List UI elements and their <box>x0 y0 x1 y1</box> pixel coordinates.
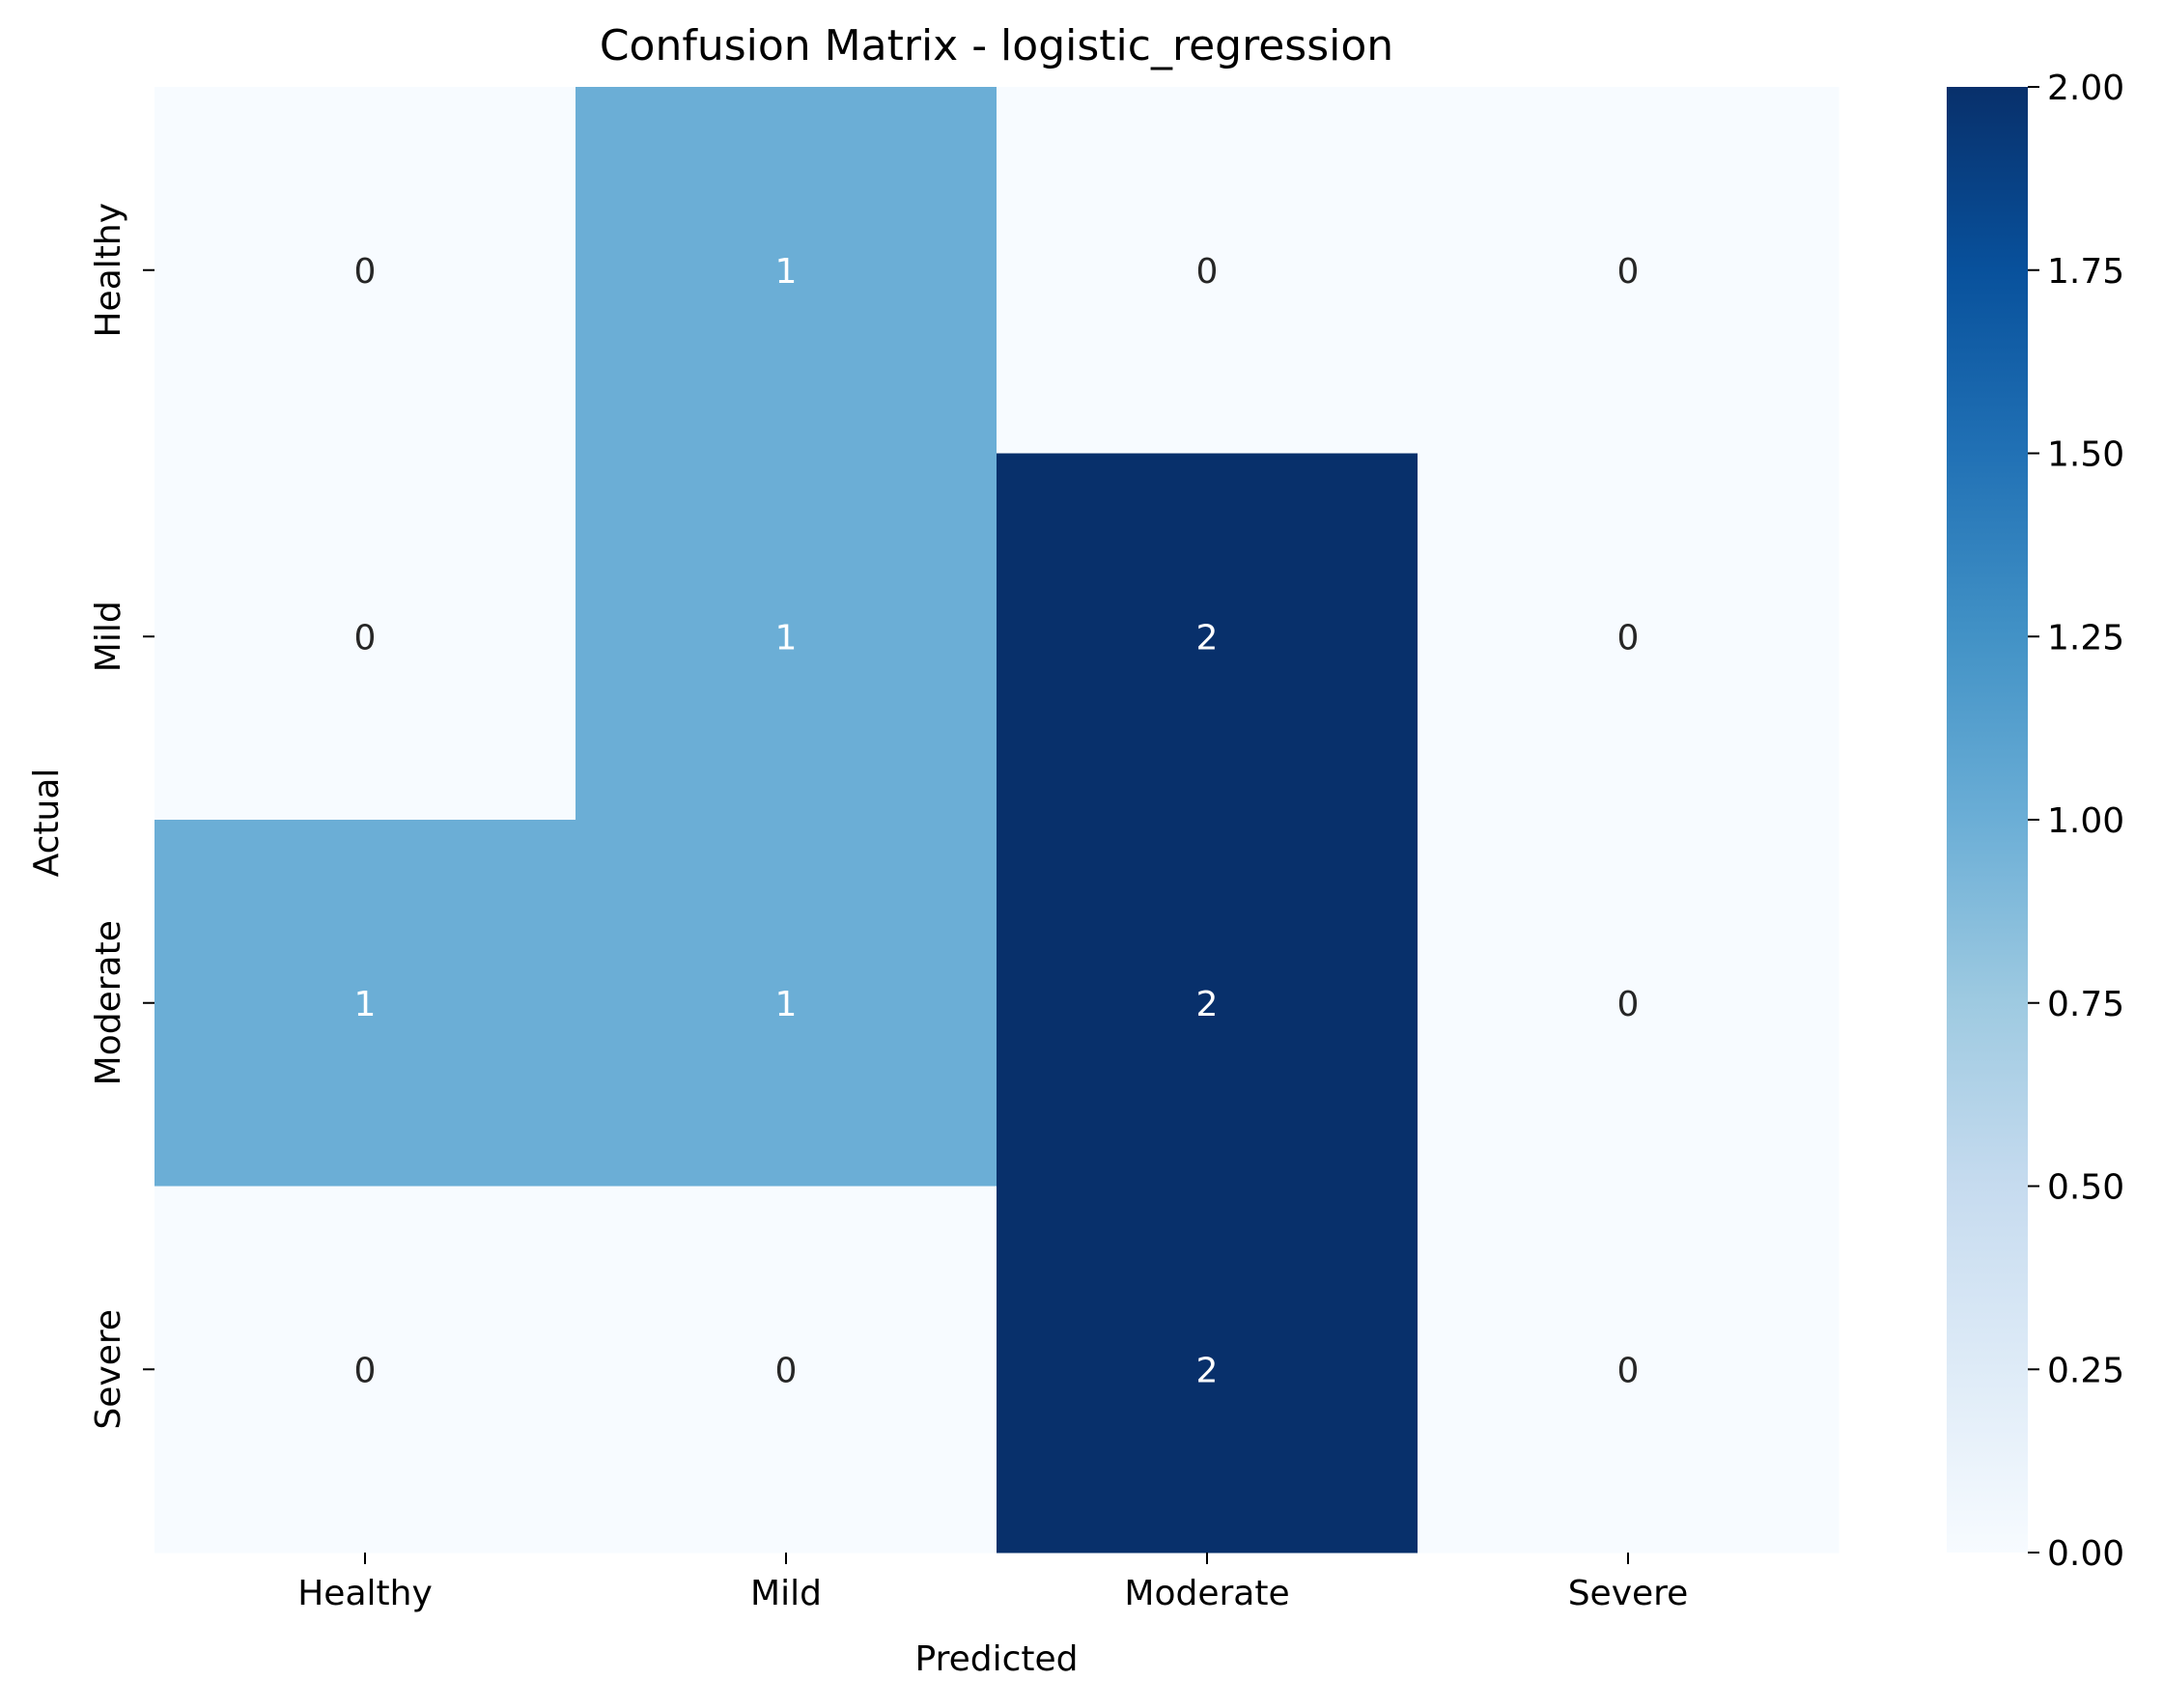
colorbar-tick-label: 1.25 <box>2047 618 2124 658</box>
heatmap-cell-0-0 <box>154 87 576 454</box>
colorbar-tick-label: 0.25 <box>2047 1351 2124 1390</box>
y-tick-label: Healthy <box>89 203 128 338</box>
x-axis: Healthy Mild Moderate Severe <box>297 1553 1688 1613</box>
x-axis-label: Predicted <box>915 1639 1079 1679</box>
heatmap-cell-2-1 <box>576 820 997 1187</box>
colorbar-tick-label: 2.00 <box>2047 69 2124 108</box>
heatmap-cell-0-1 <box>576 87 997 454</box>
cell-value-3-3: 0 <box>1617 1351 1640 1390</box>
y-tick-label: Severe <box>89 1309 128 1430</box>
y-tick-label: Moderate <box>89 920 128 1085</box>
heatmap-cell-3-3 <box>1418 1186 1840 1554</box>
x-tick-label: Mild <box>750 1574 822 1613</box>
heatmap-cell-3-2 <box>997 1186 1419 1554</box>
x-tick-label: Healthy <box>297 1574 433 1613</box>
y-axis-label: Actual <box>27 769 67 878</box>
colorbar-tick-label: 0.50 <box>2047 1168 2124 1208</box>
y-axis: Healthy Mild Moderate Severe <box>89 203 154 1430</box>
heatmap-cell-1-3 <box>1418 453 1840 821</box>
cell-value-0-1: 1 <box>775 252 798 292</box>
colorbar-tick-label: 0.00 <box>2047 1534 2124 1574</box>
heatmap-cell-0-3 <box>1418 87 1840 454</box>
heatmap-cell-2-2 <box>997 820 1419 1187</box>
heatmap-cell-1-0 <box>154 453 576 821</box>
cell-value-2-3: 0 <box>1617 985 1640 1024</box>
heatmap-cell-3-0 <box>154 1186 576 1554</box>
chart-title: Confusion Matrix - logistic_regression <box>600 21 1393 70</box>
colorbar-tick-label: 1.00 <box>2047 801 2124 841</box>
cell-annotations: 0 1 0 0 0 1 2 0 1 1 2 0 0 0 2 0 <box>354 252 1640 1391</box>
cell-value-1-1: 1 <box>775 618 798 658</box>
cell-value-1-0: 0 <box>354 618 377 658</box>
cell-value-0-3: 0 <box>1617 252 1640 292</box>
heatmap-cells <box>154 87 1840 1554</box>
x-tick-label: Moderate <box>1124 1574 1289 1613</box>
cell-value-2-1: 1 <box>775 985 798 1024</box>
colorbar-tick-label: 1.50 <box>2047 435 2124 475</box>
heatmap-cell-1-2 <box>997 453 1419 821</box>
heatmap-cell-1-1 <box>576 453 997 821</box>
colorbar: 0.00 0.25 0.50 0.75 1.00 1.25 1.50 1.75 2.00 <box>1947 69 2124 1574</box>
heatmap-cell-2-0 <box>154 820 576 1187</box>
cell-value-0-0: 0 <box>354 252 377 292</box>
cell-value-3-2: 2 <box>1196 1351 1219 1390</box>
heatmap-cell-2-3 <box>1418 820 1840 1187</box>
cell-value-2-2: 2 <box>1196 985 1219 1024</box>
cell-value-2-0: 1 <box>354 985 377 1024</box>
y-tick-label: Mild <box>89 601 128 672</box>
heatmap-cell-0-2 <box>997 87 1419 454</box>
colorbar-tick-label: 1.75 <box>2047 252 2124 292</box>
cell-value-0-2: 0 <box>1196 252 1219 292</box>
heatmap-cell-3-1 <box>576 1186 997 1554</box>
cell-value-3-1: 0 <box>775 1351 798 1390</box>
cell-value-1-2: 2 <box>1196 618 1219 658</box>
colorbar-tick-label: 0.75 <box>2047 985 2124 1024</box>
x-tick-label: Severe <box>1568 1574 1689 1613</box>
cell-value-3-0: 0 <box>354 1351 377 1390</box>
cell-value-1-3: 0 <box>1617 618 1640 658</box>
colorbar-gradient <box>1947 87 2028 1553</box>
